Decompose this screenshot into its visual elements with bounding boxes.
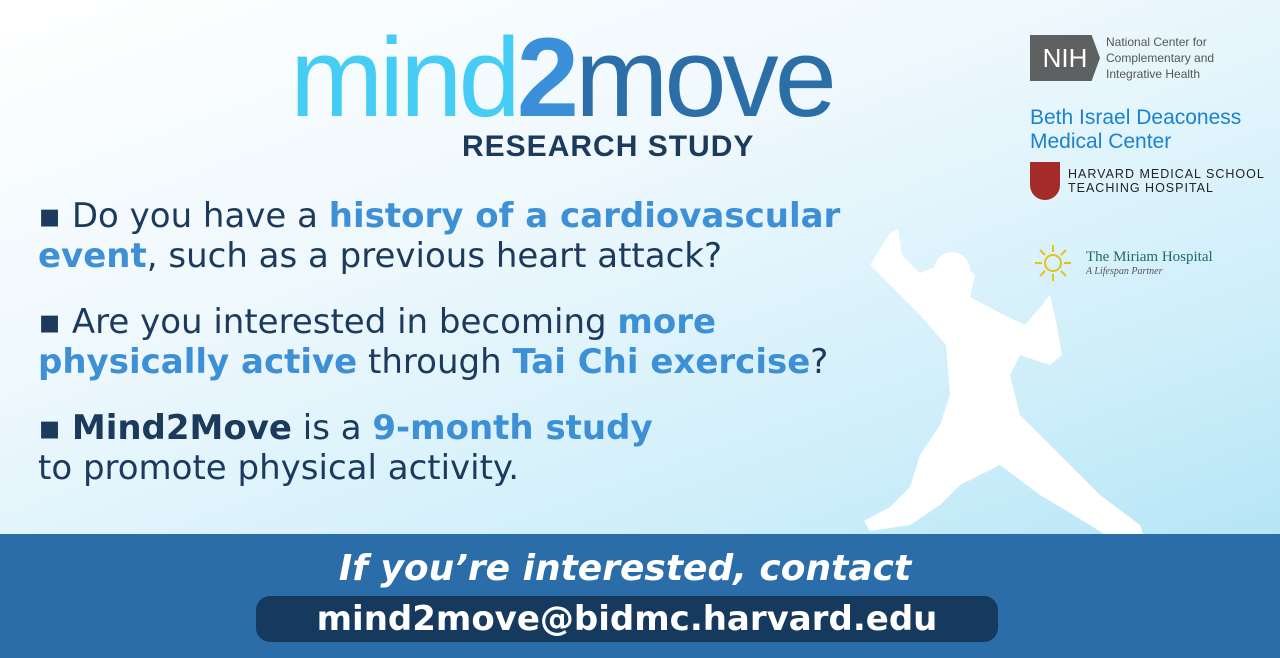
text: Beth Israel Deaconess (1030, 106, 1242, 129)
miriam-logo: The Miriam Hospital A Lifespan Partner (1034, 244, 1270, 282)
text: HARVARD MEDICAL SCHOOL (1068, 167, 1265, 181)
highlight: more physically active (38, 302, 717, 382)
harvard-shield-icon (1030, 162, 1060, 200)
text: to promote physical activity. (38, 448, 520, 488)
logo-subtitle: RESEARCH STUDY (462, 130, 755, 163)
tai-chi-silhouette (864, 229, 1148, 551)
contact-email-link[interactable]: mind2move@bidmc.harvard.edu (256, 596, 998, 642)
bullet-2: ▪ Are you interested in becoming more ph… (38, 302, 878, 382)
bullet-list: ▪ Do you have a history of a cardiovascu… (38, 196, 878, 514)
sun-icon (1035, 245, 1071, 281)
logo-mind: mind (290, 15, 521, 140)
text: Complementary and (1106, 51, 1215, 65)
logo-move: move (575, 15, 837, 140)
bullet-3: ▪ Mind2Move is a 9-month study to promot… (38, 408, 678, 488)
text: , such as a previous heart attack? (146, 236, 723, 276)
text: ▪ Are you interested in becoming (38, 302, 618, 342)
text: ▪ (38, 408, 72, 448)
bidmc-logo: Beth Israel Deaconess Medical Center (1030, 106, 1270, 154)
text: National Center for (1106, 35, 1207, 49)
text: ? (810, 342, 829, 382)
text: The Miriam Hospital (1086, 249, 1213, 265)
highlight: Tai Chi exercise (512, 342, 811, 382)
highlight: history of a cardiovascular event (38, 196, 841, 276)
tagline: A Lifespan Partner (1086, 266, 1163, 277)
highlight: 9-month study (372, 408, 653, 448)
bold-text: Mind2Move (71, 408, 292, 448)
hms-logo: HARVARD MEDICAL SCHOOL TEACHING HOSPITAL (1030, 162, 1270, 200)
text: ▪ Do you have a (38, 196, 329, 236)
logo-2: 2 (516, 15, 579, 140)
text: TEACHING HOSPITAL (1068, 181, 1214, 195)
text: is a (291, 408, 373, 448)
partner-logos: NIH National Center for Complementary and… (1030, 34, 1270, 282)
nih-logo: NIH National Center for Complementary and… (1030, 34, 1270, 82)
bullet-1: ▪ Do you have a history of a cardiovascu… (38, 196, 878, 276)
text: Medical Center (1030, 130, 1172, 153)
text: through (357, 342, 513, 382)
mind2move-logo: mind2move RESEARCH STUDY (290, 22, 960, 164)
contact-text: If you’re interested, contact (338, 548, 912, 589)
text: Integrative Health (1106, 67, 1201, 81)
nih-mark: NIH (1030, 35, 1100, 81)
